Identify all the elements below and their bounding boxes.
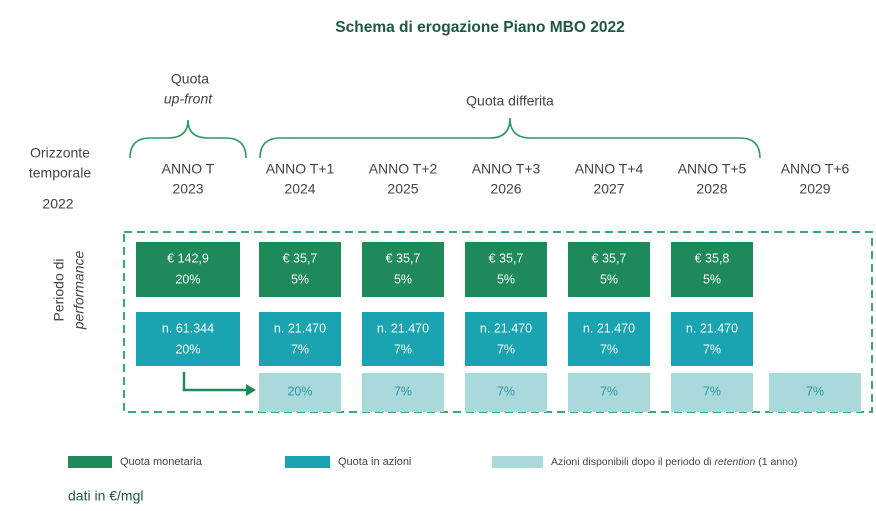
upfront-label: up-front: [164, 91, 213, 107]
performance-label: performance: [71, 250, 87, 330]
legend-label: Azioni disponibili dopo il periodo di re…: [551, 456, 797, 468]
shares-pct: 7%: [600, 342, 618, 356]
shares-pct: 20%: [175, 342, 200, 356]
column-label: ANNO T+4: [575, 161, 644, 177]
brace: [129, 119, 247, 159]
column-year: 2023: [172, 181, 203, 197]
cash-amount: € 35,8: [695, 251, 730, 265]
cash-box: [568, 242, 650, 297]
shares-pct: 7%: [394, 342, 412, 356]
column-year: 2025: [387, 181, 418, 197]
column-label: ANNO T+3: [472, 161, 541, 177]
cash-pct: 5%: [703, 272, 721, 286]
legend-swatch: [492, 456, 543, 468]
cash-pct: 5%: [497, 272, 515, 286]
arrow-head: [246, 384, 256, 396]
available-box: [671, 373, 753, 412]
available-pct: 7%: [600, 384, 618, 398]
cash-pct: 5%: [600, 272, 618, 286]
cash-box: [671, 242, 753, 297]
available-box: [259, 373, 341, 412]
shares-amount: n. 21.470: [377, 321, 429, 335]
title: Schema di erogazione Piano MBO 2022: [335, 19, 624, 36]
cash-pct: 20%: [175, 272, 200, 286]
upfront-label: Quota: [171, 71, 209, 87]
available-box: [568, 373, 650, 412]
column-label: ANNO T: [162, 161, 215, 177]
legend-swatch: [285, 456, 330, 468]
shares-amount: n. 21.470: [686, 321, 738, 335]
column-year: 2024: [284, 181, 315, 197]
column-year: 2029: [799, 181, 830, 197]
shares-box: [259, 312, 341, 366]
legend-label: Quota monetaria: [120, 456, 203, 468]
cash-amount: € 35,7: [386, 251, 421, 265]
shares-box: [362, 312, 444, 366]
cash-amount: € 142,9: [167, 251, 209, 265]
brace: [259, 117, 761, 159]
cash-pct: 5%: [394, 272, 412, 286]
shares-amount: n. 61.344: [162, 321, 214, 335]
legend-label: Quota in azioni: [338, 456, 411, 468]
column-year: 2026: [490, 181, 521, 197]
column-label: ANNO T+1: [266, 161, 335, 177]
footnote: dati in €/mgl: [68, 488, 143, 504]
cash-amount: € 35,7: [489, 251, 524, 265]
shares-pct: 7%: [497, 342, 515, 356]
column-label: ANNO T+6: [781, 161, 850, 177]
cash-box: [136, 242, 240, 297]
shares-amount: n. 21.470: [583, 321, 635, 335]
shares-pct: 7%: [703, 342, 721, 356]
shares-box: [465, 312, 547, 366]
legend-swatch: [68, 456, 112, 468]
cash-box: [465, 242, 547, 297]
shares-amount: n. 21.470: [274, 321, 326, 335]
available-pct: 7%: [703, 384, 721, 398]
column-label: ANNO T+5: [678, 161, 747, 177]
cash-pct: 5%: [291, 272, 309, 286]
deferred-label: Quota differita: [466, 93, 554, 109]
horizon-label: Orizzonte: [30, 145, 90, 161]
cash-box: [362, 242, 444, 297]
available-box: [362, 373, 444, 412]
column-year: 2027: [593, 181, 624, 197]
available-pct: 7%: [806, 384, 824, 398]
shares-box: [136, 312, 240, 366]
horizon-year: 2022: [42, 196, 73, 212]
column-label: ANNO T+2: [369, 161, 438, 177]
available-box: [465, 373, 547, 412]
column-year: 2028: [696, 181, 727, 197]
cash-box: [259, 242, 341, 297]
available-pct: 20%: [287, 384, 312, 398]
available-pct: 7%: [394, 384, 412, 398]
shares-amount: n. 21.470: [480, 321, 532, 335]
arrow: [182, 372, 248, 392]
performance-label: Periodo di: [51, 258, 67, 321]
shares-pct: 7%: [291, 342, 309, 356]
cash-amount: € 35,7: [592, 251, 627, 265]
available-pct: 7%: [497, 384, 515, 398]
horizon-label: temporale: [29, 165, 91, 181]
shares-box: [671, 312, 753, 366]
shares-box: [568, 312, 650, 366]
available-box: [769, 373, 861, 412]
cash-amount: € 35,7: [283, 251, 318, 265]
